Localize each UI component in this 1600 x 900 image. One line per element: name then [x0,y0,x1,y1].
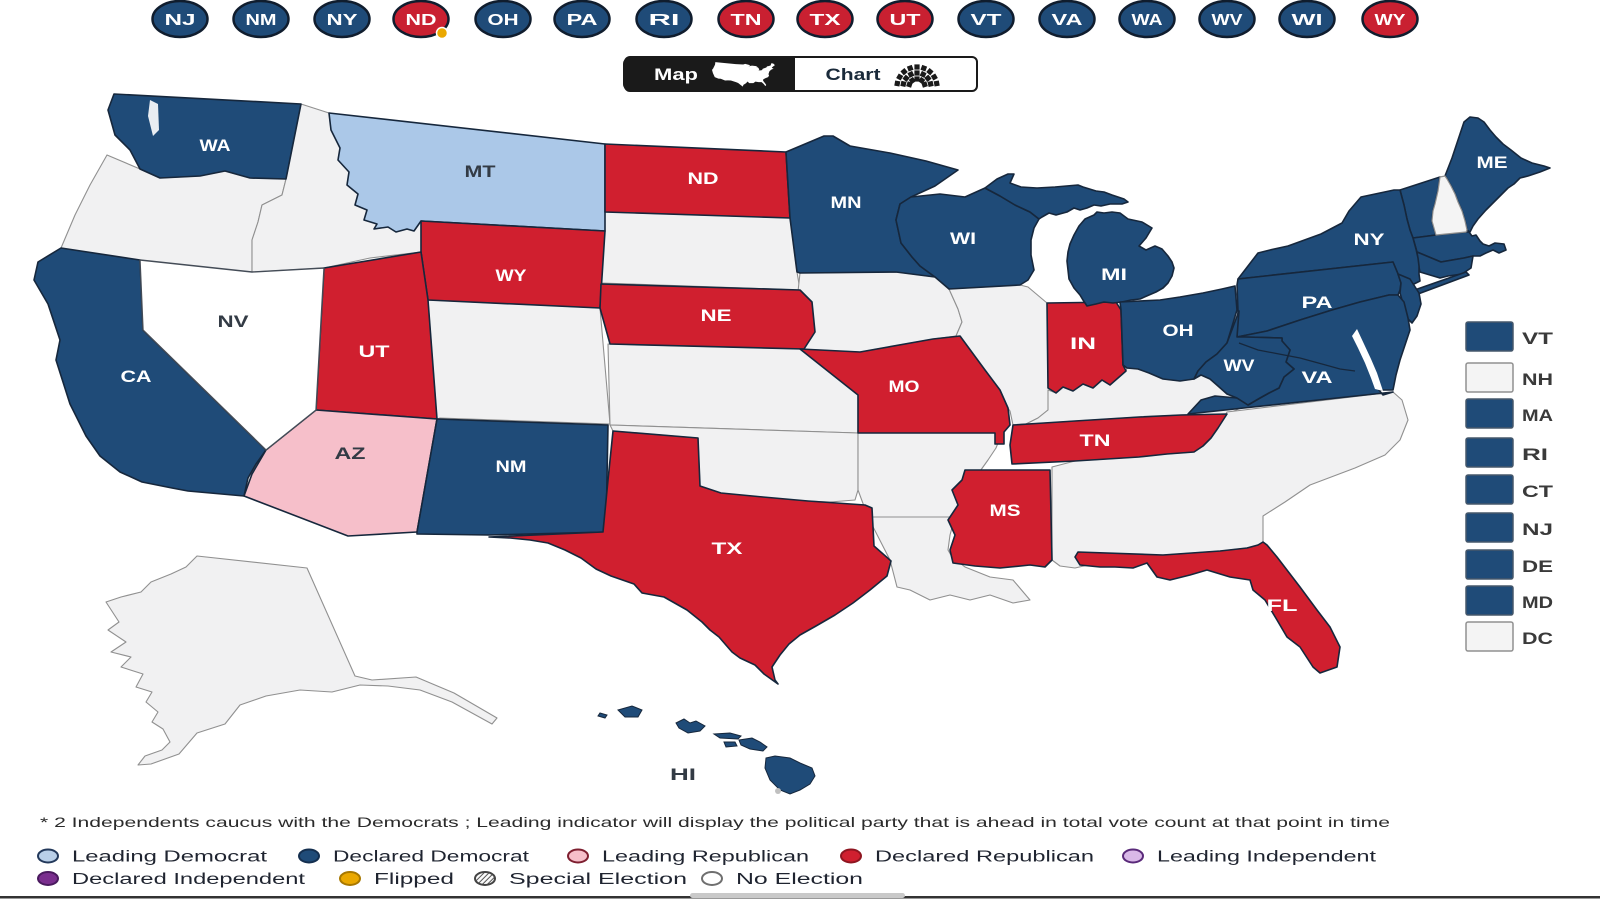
svg-text:NM: NM [246,12,277,29]
svg-text:UT: UT [359,342,391,361]
svg-text:Leading Independent: Leading Independent [1157,849,1377,866]
svg-text:NJ: NJ [1522,520,1553,539]
svg-text:MD: MD [1522,593,1553,612]
svg-text:WY: WY [1375,12,1406,29]
svg-text:WA: WA [200,136,231,155]
svg-text:ND: ND [406,12,437,29]
svg-text:NM: NM [496,457,527,476]
svg-text:Map: Map [654,65,698,84]
svg-text:Leading Republican: Leading Republican [602,849,809,866]
svg-text:NE: NE [701,306,732,325]
svg-text:Leading Democrat: Leading Democrat [72,849,268,866]
svg-text:No Election: No Election [736,871,863,888]
svg-text:WY: WY [496,266,528,285]
svg-text:OH: OH [488,12,519,29]
svg-text:Special Election: Special Election [509,871,687,888]
svg-text:WA: WA [1132,12,1164,29]
svg-text:VA: VA [1302,368,1333,387]
svg-text:TN: TN [1080,431,1111,450]
svg-text:UT: UT [890,12,921,29]
svg-text:MT: MT [465,162,497,181]
svg-text:Chart: Chart [826,65,881,84]
svg-text:WI: WI [950,229,976,248]
svg-text:CA: CA [121,367,152,386]
svg-text:Declared Democrat: Declared Democrat [333,849,530,866]
svg-text:DC: DC [1522,629,1553,648]
svg-text:MA: MA [1522,406,1553,425]
svg-text:NJ: NJ [165,12,196,29]
svg-text:NV: NV [218,312,250,331]
svg-text:VT: VT [971,12,1002,29]
svg-text:NH: NH [1522,370,1553,389]
svg-text:MI: MI [1101,265,1127,284]
svg-text:ND: ND [688,169,719,188]
svg-text:MO: MO [889,377,920,396]
svg-text:MN: MN [831,193,862,212]
svg-text:PA: PA [1302,293,1333,312]
svg-text:RI: RI [649,12,680,29]
svg-text:WI: WI [1292,12,1323,29]
svg-text:FL: FL [1267,596,1298,615]
svg-text:IN: IN [1070,334,1096,353]
svg-text:PA: PA [567,12,599,29]
svg-text:TX: TX [712,539,744,558]
svg-text:VA: VA [1052,12,1084,29]
svg-text:TN: TN [731,12,762,29]
svg-text:Flipped: Flipped [374,871,454,888]
svg-text:* 2 Independents caucus with t: * 2 Independents caucus with the Democra… [40,814,1390,830]
svg-text:NY: NY [327,12,358,29]
svg-text:WV: WV [1224,356,1256,375]
svg-text:DE: DE [1522,557,1553,576]
svg-text:AZ: AZ [335,444,366,463]
svg-text:Declared Republican: Declared Republican [875,849,1094,866]
svg-text:MS: MS [990,501,1021,520]
svg-text:WV: WV [1212,12,1243,29]
svg-text:NY: NY [1354,230,1386,249]
svg-text:Declared Independent: Declared Independent [72,871,306,888]
svg-text:CT: CT [1522,482,1554,501]
svg-text:ME: ME [1477,153,1508,172]
svg-text:RI: RI [1522,445,1548,464]
svg-text:VT: VT [1522,329,1554,348]
svg-text:OH: OH [1163,321,1194,340]
svg-text:TX: TX [810,12,841,29]
svg-text:HI: HI [670,765,696,784]
